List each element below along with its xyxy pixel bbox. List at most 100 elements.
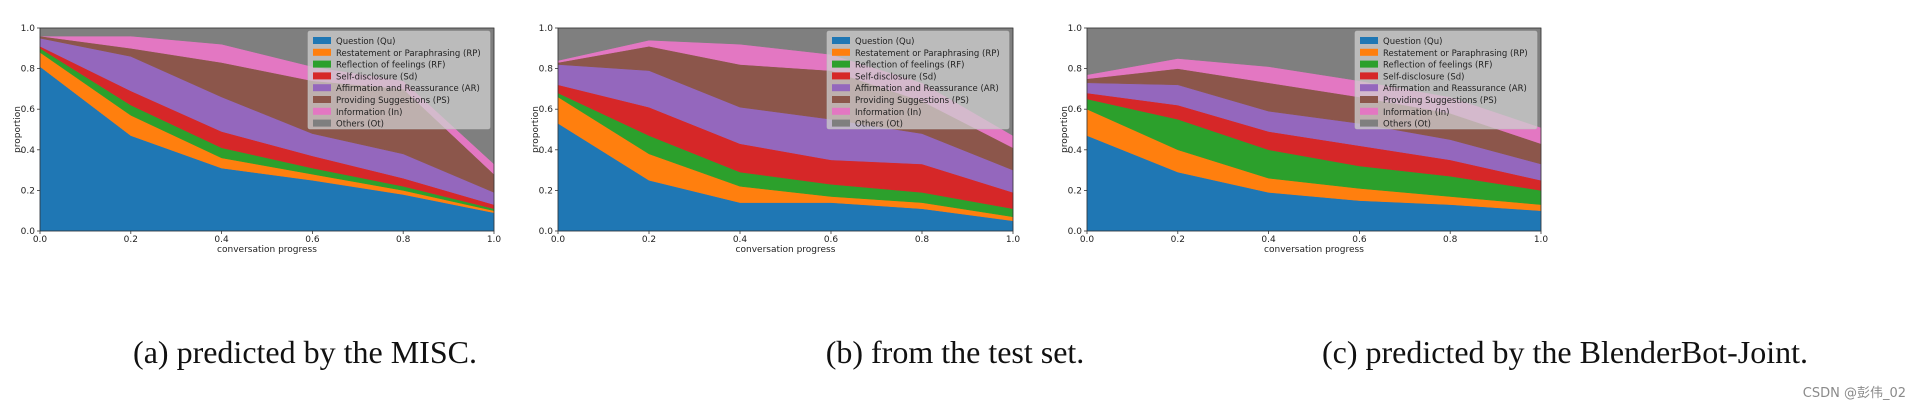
x-tick-label: 1.0 (1006, 235, 1021, 245)
legend-swatch-rp (832, 48, 850, 56)
legend-box (1354, 30, 1538, 130)
legend-swatch-ps (313, 96, 331, 103)
legend-label-rp: Restatement or Paraphrasing (RP) (336, 49, 481, 59)
legend-swatch-sd (832, 72, 850, 80)
axes-frame (39, 27, 495, 232)
y-tick-label: 0.4 (21, 146, 36, 156)
x-tick-label: 0.4 (1261, 235, 1276, 245)
legend-swatch-ot (1360, 119, 1378, 127)
x-tick-label: 0.8 (915, 235, 930, 245)
caption-c: (c) predicted by the BlenderBot-Joint. (1321, 334, 1809, 370)
legend-swatch-qu (313, 37, 331, 44)
legend-label-ar: Affirmation and Reassurance (AR) (336, 84, 480, 94)
legend-label-rf: Reflection of feelings (RF) (1383, 61, 1492, 71)
caption-a: (a) predicted by the MISC. (133, 334, 477, 370)
x-axis-label: conversation progress (736, 245, 836, 255)
x-tick-label: 0.2 (642, 235, 656, 245)
x-axis-label: conversation progress (217, 245, 317, 255)
legend: Question (Qu) Restatement or Paraphrasing… (1354, 30, 1538, 130)
x-tick-label: 0.0 (551, 235, 566, 245)
chart-c: 0.0 0.2 0.4 0.6 0.8 1.0 0.0 0.2 0.4 0.6 0.8 1.0 conv… (1060, 24, 1548, 255)
legend-label-qu: Question (Qu) (1383, 37, 1442, 47)
x-tick-label: 0.4 (214, 235, 229, 245)
legend-swatch-in (1360, 107, 1378, 115)
legend-label-ot: Others (Ot) (855, 120, 903, 130)
y-axis-label: proportion (531, 106, 541, 153)
x-tick-label: 0.8 (396, 235, 411, 245)
legend: Question (Qu) Restatement or Paraphrasing… (307, 30, 491, 130)
legend-swatch-rf (313, 60, 331, 68)
legend-label-ot: Others (Ot) (1383, 120, 1431, 130)
x-axis-label: conversation progress (1264, 245, 1364, 255)
legend-box (307, 30, 491, 130)
x-tick-label: 0.6 (1352, 235, 1367, 245)
legend: Question (Qu) Restatement or Paraphrasing… (826, 30, 1010, 130)
y-tick-label: 0.0 (1068, 227, 1083, 237)
legend-label-in: Information (In) (855, 108, 921, 118)
y-tick-label: 0.8 (21, 65, 36, 75)
y-axis-label: proportion (1060, 106, 1070, 153)
x-tick-label: 0.6 (305, 235, 320, 245)
legend-swatch-rp (1360, 48, 1378, 56)
chart-a: 0.0 0.2 0.4 0.6 0.8 1.0 0.0 0.2 0.4 0.6 0.8 1.0 conv… (13, 24, 501, 255)
caption-b: (b) from the test set. (825, 334, 1085, 370)
legend-swatch-in (832, 107, 850, 115)
y-axis-label: proportion (13, 106, 23, 153)
y-tick-label: 0.6 (1068, 105, 1083, 115)
y-tick-label: 0.2 (539, 186, 553, 196)
legend-label-ps: Providing Suggestions (PS) (1383, 96, 1497, 106)
axes-frame (557, 27, 1014, 232)
legend-label-qu: Question (Qu) (336, 37, 395, 47)
legend-label-in: Information (In) (1383, 108, 1449, 118)
legend-label-rf: Reflection of feelings (RF) (336, 61, 445, 71)
y-tick-label: 0.2 (1068, 186, 1082, 196)
legend-label-ps: Providing Suggestions (PS) (336, 96, 450, 106)
legend-swatch-sd (313, 72, 331, 80)
y-tick-label: 0.0 (539, 227, 554, 237)
legend-swatch-rf (1360, 60, 1378, 68)
legend-swatch-ps (1360, 96, 1378, 103)
legend-swatch-qu (832, 37, 850, 44)
legend-label-in: Information (In) (336, 108, 402, 118)
legend-box (826, 30, 1010, 130)
legend-swatch-sd (1360, 72, 1378, 80)
legend-swatch-ot (832, 119, 850, 127)
y-tick-label: 1.0 (539, 24, 554, 34)
legend-swatch-rf (832, 60, 850, 68)
y-tick-label: 0.4 (1068, 146, 1083, 156)
x-tick-label: 0.2 (1171, 235, 1185, 245)
x-tick-label: 0.6 (824, 235, 839, 245)
y-tick-label: 0.6 (21, 105, 36, 115)
y-tick-label: 1.0 (1068, 24, 1083, 34)
legend-label-ar: Affirmation and Reassurance (AR) (855, 84, 999, 94)
legend-swatch-rp (313, 48, 331, 56)
x-tick-label: 1.0 (487, 235, 502, 245)
legend-label-rp: Restatement or Paraphrasing (RP) (855, 49, 1000, 59)
x-tick-label: 0.8 (1443, 235, 1458, 245)
x-tick-label: 0.0 (1080, 235, 1095, 245)
legend-swatch-ar (1360, 84, 1378, 92)
legend-swatch-in (313, 107, 331, 115)
chart-b: 0.0 0.2 0.4 0.6 0.8 1.0 0.0 0.2 0.4 0.6 0.8 1.0 conv… (531, 24, 1020, 255)
legend-label-qu: Question (Qu) (855, 37, 914, 47)
y-tick-label: 0.2 (21, 186, 35, 196)
legend-label-rp: Restatement or Paraphrasing (RP) (1383, 49, 1528, 59)
y-tick-label: 0.8 (539, 65, 554, 75)
watermark-text: CSDN @彭伟_02 (1802, 386, 1906, 401)
legend-swatch-ot (313, 119, 331, 127)
legend-label-sd: Self-disclosure (Sd) (336, 72, 417, 82)
legend-label-ps: Providing Suggestions (PS) (855, 96, 969, 106)
legend-label-rf: Reflection of feelings (RF) (855, 61, 964, 71)
legend-label-sd: Self-disclosure (Sd) (1383, 72, 1464, 82)
axes-frame (1086, 27, 1542, 232)
x-tick-label: 0.4 (733, 235, 748, 245)
y-tick-label: 1.0 (21, 24, 36, 34)
legend-label-ot: Others (Ot) (336, 120, 384, 130)
legend-swatch-ps (832, 96, 850, 103)
y-tick-label: 0.6 (539, 105, 554, 115)
legend-label-ar: Affirmation and Reassurance (AR) (1383, 84, 1527, 94)
x-tick-label: 0.0 (33, 235, 48, 245)
legend-label-sd: Self-disclosure (Sd) (855, 72, 936, 82)
legend-swatch-ar (832, 84, 850, 92)
legend-swatch-ar (313, 84, 331, 92)
